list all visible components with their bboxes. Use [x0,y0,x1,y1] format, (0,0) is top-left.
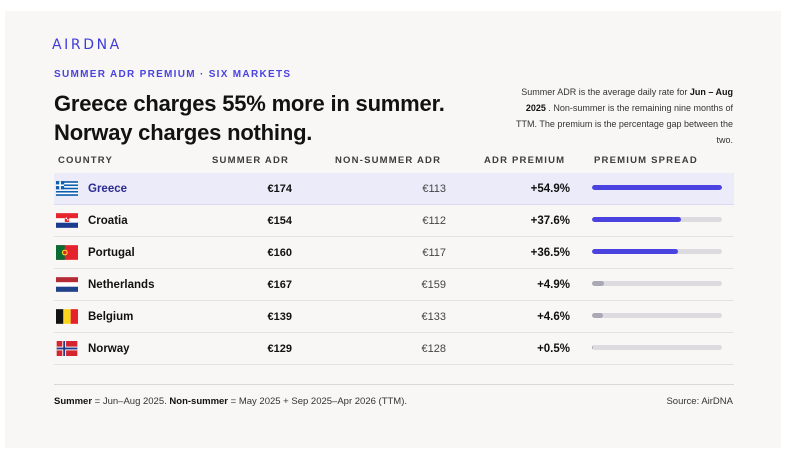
summer-adr-value: €174 [267,183,292,195]
adr-premium-value: +4.6% [537,311,570,323]
adr-premium-value: +0.5% [537,343,570,355]
page-title: Greece charges 55% more in summer. Norwa… [54,89,445,147]
adr-premium-value: +36.5% [530,247,570,259]
premium-spread-fill [592,185,722,190]
summer-adr-value: €160 [267,247,292,259]
adr-premium-value: +54.9% [530,183,570,195]
adr-table: COUNTRY SUMMER ADR NON-SUMMER ADR ADR PR… [54,151,734,365]
headline-line-1: Greece charges 55% more in summer. [54,91,445,116]
definition-note: Summer ADR is the average daily rate for… [503,84,733,148]
footer-divider [54,384,734,385]
footer-summer-def: = Jun–Aug 2025. [92,396,170,407]
table-row: Portugal €160 €117 +36.5% [54,237,734,269]
airdna-logo: AIRDNA [52,37,122,53]
country-name-croatia: Croatia [88,215,128,227]
premium-spread-bar [592,281,722,286]
table-header: COUNTRY SUMMER ADR NON-SUMMER ADR ADR PR… [54,151,734,173]
premium-spread-bar [592,217,722,222]
note-part-2: . Non-summer is the remaining nine month… [516,103,733,145]
non-summer-adr-value: €112 [422,215,446,227]
premium-spread-fill [592,313,603,318]
premium-spread-fill [592,345,594,350]
adr-premium-value: +4.9% [537,279,570,291]
column-header-adr-premium: ADR PREMIUM [484,155,566,166]
non-summer-adr-value: €133 [421,311,446,323]
infographic-card [5,11,781,448]
country-name-norway: Norway [88,343,130,355]
table-body: Greece €174 €113 +54.9% Croatia €154 €112 +37.6… [54,173,734,365]
non-summer-adr-value: €113 [422,183,446,195]
premium-spread-bar [592,345,722,350]
summer-adr-value: €167 [267,279,292,291]
croatia-flag-icon [56,213,78,228]
summer-adr-value: €139 [267,311,292,323]
summer-adr-value: €129 [267,343,292,355]
note-bold: Jun – Aug 2025 [525,87,733,113]
belgium-flag-icon [56,309,78,324]
column-header-non-summer-adr: NON-SUMMER ADR [335,155,442,166]
footer-definitions: Summer = Jun–Aug 2025. Non-summer = May … [54,396,407,407]
adr-premium-value: +37.6% [530,215,570,227]
premium-spread-fill [592,217,682,222]
non-summer-adr-value: €128 [421,343,446,355]
summer-adr-value: €154 [267,215,292,227]
headline-line-2: Norway charges nothing. [54,120,313,145]
table-row: Croatia €154 €112 +37.6% [54,205,734,237]
logo-text: AIRDNA [52,37,122,53]
column-header-premium-spread: PREMIUM SPREAD [594,155,698,166]
note-part-1: Summer ADR is the average daily rate for [521,87,690,97]
table-row: Belgium €139 €133 +4.6% [54,301,734,333]
table-row: Norway €129 €128 +0.5% [54,333,734,365]
table-row: Greece €174 €113 +54.9% [54,173,734,205]
country-name-belgium: Belgium [88,311,134,323]
netherlands-flag-icon [56,277,78,292]
footer-nonsummer-label: Non-summer [169,396,228,407]
footer-summer-label: Summer [54,396,93,407]
premium-spread-fill [592,281,604,286]
norway-flag-icon [56,341,78,356]
portugal-flag-icon [56,245,78,260]
greece-flag-icon [56,181,78,196]
premium-spread-fill [592,249,679,254]
source-credit: Source: AirDNA [666,396,733,407]
non-summer-adr-value: €159 [421,279,446,291]
premium-spread-bar [592,313,722,318]
premium-spread-bar [592,185,722,190]
column-header-country: COUNTRY [58,155,114,166]
eyebrow-label: SUMMER ADR PREMIUM · SIX MARKETS [54,69,292,80]
column-header-summer-adr: SUMMER ADR [212,155,290,166]
footer-nonsummer-def: = May 2025 + Sep 2025–Apr 2026 (TTM). [228,396,408,407]
table-row: Netherlands €167 €159 +4.9% [54,269,734,301]
country-name-portugal: Portugal [88,247,135,259]
country-name-netherlands: Netherlands [88,279,155,291]
country-name-greece: Greece [88,183,128,195]
premium-spread-bar [592,249,722,254]
non-summer-adr-value: €117 [422,247,446,259]
